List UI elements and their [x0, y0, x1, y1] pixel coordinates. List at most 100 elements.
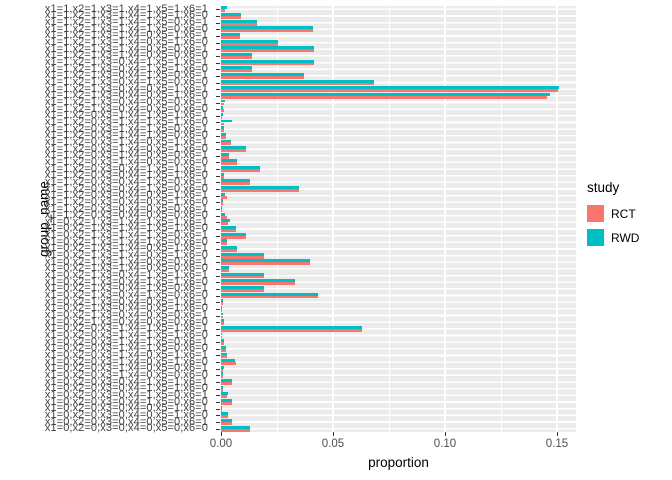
bar-rwd	[221, 272, 264, 276]
legend-entries: RCT RWD	[587, 205, 667, 246]
bar-rwd	[221, 59, 314, 63]
y-tick-mark	[216, 15, 220, 17]
y-tick-mark	[216, 35, 220, 37]
bar-rct	[221, 308, 223, 312]
y-tick-label: x1=0,x2=1,x3=1,x4=0,x5=0,x6=0	[44, 262, 208, 275]
bar-rct	[221, 268, 230, 272]
bar-rct	[221, 388, 223, 392]
bar-rwd	[221, 6, 228, 10]
bar-rct	[221, 22, 257, 26]
y-tick-label: x1=0,x2=0,x3=1,x4=1,x5=1,x6=1	[44, 322, 208, 335]
y-tick-label: x1=1,x2=0,x3=0,x4=0,x5=0,x6=0	[44, 209, 208, 222]
bar-rct	[221, 275, 264, 279]
bar-rwd	[221, 372, 224, 376]
bar-rwd	[221, 33, 240, 36]
y-tick-mark	[216, 262, 220, 264]
bar-rwd	[221, 379, 232, 383]
bar-rct	[221, 395, 228, 399]
legend: study RCT RWD	[587, 180, 667, 253]
bar-rct	[221, 16, 241, 19]
bar-rwd	[221, 305, 223, 309]
legend-key-swatch	[587, 229, 604, 246]
y-tick-label: x1=0,x2=1,x3=0,x4=0,x5=1,x6=1	[44, 295, 208, 308]
bar-rct	[221, 9, 225, 13]
x-axis-title: proportion	[368, 455, 429, 470]
y-tick-label: x1=0,x2=0,x3=0,x4=1,x5=1,x6=1	[44, 375, 208, 388]
bar-rct	[221, 335, 222, 339]
bar-rct	[221, 315, 224, 319]
y-tick-mark	[216, 122, 220, 124]
y-tick-label: x1=1,x2=1,x3=0,x4=0,x5=1,x6=0	[44, 89, 208, 102]
bar-rct	[221, 122, 225, 126]
bar-rwd	[221, 265, 230, 269]
x-tick-mark	[332, 432, 334, 436]
y-tick-label: x1=1,x2=0,x3=1,x4=0,x5=0,x6=0	[44, 155, 208, 168]
y-tick-label: x1=1,x2=0,x3=0,x4=0,x5=1,x6=1	[44, 189, 208, 202]
bar-rct	[221, 195, 227, 199]
y-tick-mark	[216, 202, 220, 204]
bar-rwd	[221, 172, 224, 176]
bar-rwd	[221, 399, 232, 402]
bar-rwd	[221, 219, 230, 223]
y-tick-mark	[216, 9, 220, 11]
bar-rct	[221, 255, 264, 259]
bar-rwd	[221, 232, 247, 236]
y-tick-mark	[216, 302, 220, 304]
bar-rwd	[221, 39, 279, 43]
y-tick-mark	[216, 215, 220, 217]
bar-rct	[221, 375, 223, 379]
bar-rwd	[221, 139, 231, 143]
bar-rct	[221, 189, 299, 192]
y-tick-mark	[216, 209, 220, 211]
bar-rwd	[221, 392, 229, 396]
bar-rwd	[221, 126, 224, 130]
y-tick-mark	[216, 162, 220, 164]
bar-rwd	[221, 345, 226, 349]
bar-rwd	[221, 19, 257, 23]
bar-rwd	[221, 279, 295, 283]
y-tick-label: x1=0,x2=0,x3=0,x4=0,x5=1,x6=0	[44, 408, 208, 421]
bar-rwd	[221, 312, 224, 316]
y-tick-mark	[216, 95, 220, 97]
y-tick-mark	[216, 422, 220, 424]
x-tick-label: 0.10	[433, 438, 457, 450]
bar-rwd	[221, 199, 224, 203]
bar-rct	[221, 295, 319, 299]
y-tick-mark	[216, 308, 220, 310]
y-tick-mark	[216, 89, 220, 91]
y-tick-mark	[216, 135, 220, 137]
y-tick-mark	[216, 62, 220, 64]
bar-rct	[221, 75, 304, 79]
y-tick-mark	[216, 342, 220, 344]
x-tick-label: 0.15	[545, 438, 569, 450]
y-tick-mark	[216, 315, 220, 317]
bar-rct	[221, 282, 295, 286]
y-tick-mark	[216, 42, 220, 44]
bar-rct	[221, 155, 229, 159]
y-tick-mark	[216, 428, 220, 430]
minor-gridline	[276, 6, 278, 432]
bar-rwd	[221, 285, 264, 289]
y-tick-mark	[216, 149, 220, 151]
bar-rct	[221, 428, 251, 432]
y-tick-mark	[216, 242, 220, 244]
bar-rct	[221, 49, 314, 53]
y-tick-mark	[216, 395, 220, 397]
bar-rwd	[221, 319, 225, 323]
y-tick-label: x1=1,x2=1,x3=1,x4=1,x5=0,x6=1	[44, 16, 208, 29]
y-tick-mark	[216, 388, 220, 390]
y-tick-label: x1=0,x2=0,x3=0,x4=1,x5=0,x6=1	[44, 388, 208, 401]
y-tick-label: x1=1,x2=0,x3=0,x4=0,x5=0,x6=1	[44, 202, 208, 215]
bar-rct	[221, 202, 224, 206]
bar-rct	[221, 142, 231, 146]
x-tick-mark	[444, 432, 446, 436]
legend-entry: RWD	[587, 229, 667, 246]
bar-rwd	[221, 166, 261, 170]
bar-rwd	[221, 212, 225, 216]
bar-rwd	[221, 112, 223, 116]
bar-rwd	[221, 385, 224, 389]
bar-rwd	[221, 186, 299, 189]
major-gridline	[332, 6, 334, 432]
y-tick-label: x1=0,x2=1,x3=0,x4=0,x5=0,x6=0	[44, 315, 208, 328]
y-tick-label: x1=0,x2=0,x3=0,x4=0,x5=0,x6=1	[44, 415, 208, 428]
